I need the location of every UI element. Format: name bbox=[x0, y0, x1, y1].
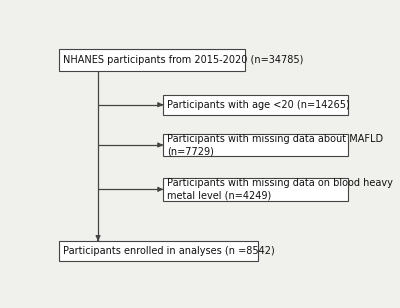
FancyBboxPatch shape bbox=[59, 49, 245, 71]
Text: Participants with age <20 (n=14265): Participants with age <20 (n=14265) bbox=[167, 100, 350, 110]
FancyBboxPatch shape bbox=[59, 241, 258, 261]
FancyBboxPatch shape bbox=[163, 95, 348, 115]
FancyBboxPatch shape bbox=[163, 134, 348, 156]
Text: NHANES participants from 2015-2020 (n=34785): NHANES participants from 2015-2020 (n=34… bbox=[63, 55, 303, 65]
Text: Participants enrolled in analyses (n =8542): Participants enrolled in analyses (n =85… bbox=[63, 246, 275, 256]
Text: Participants with missing data on blood heavy
metal level (n=4249): Participants with missing data on blood … bbox=[167, 178, 393, 201]
Text: Participants with missing data about MAFLD
(n=7729): Participants with missing data about MAF… bbox=[167, 134, 383, 156]
FancyBboxPatch shape bbox=[163, 178, 348, 201]
